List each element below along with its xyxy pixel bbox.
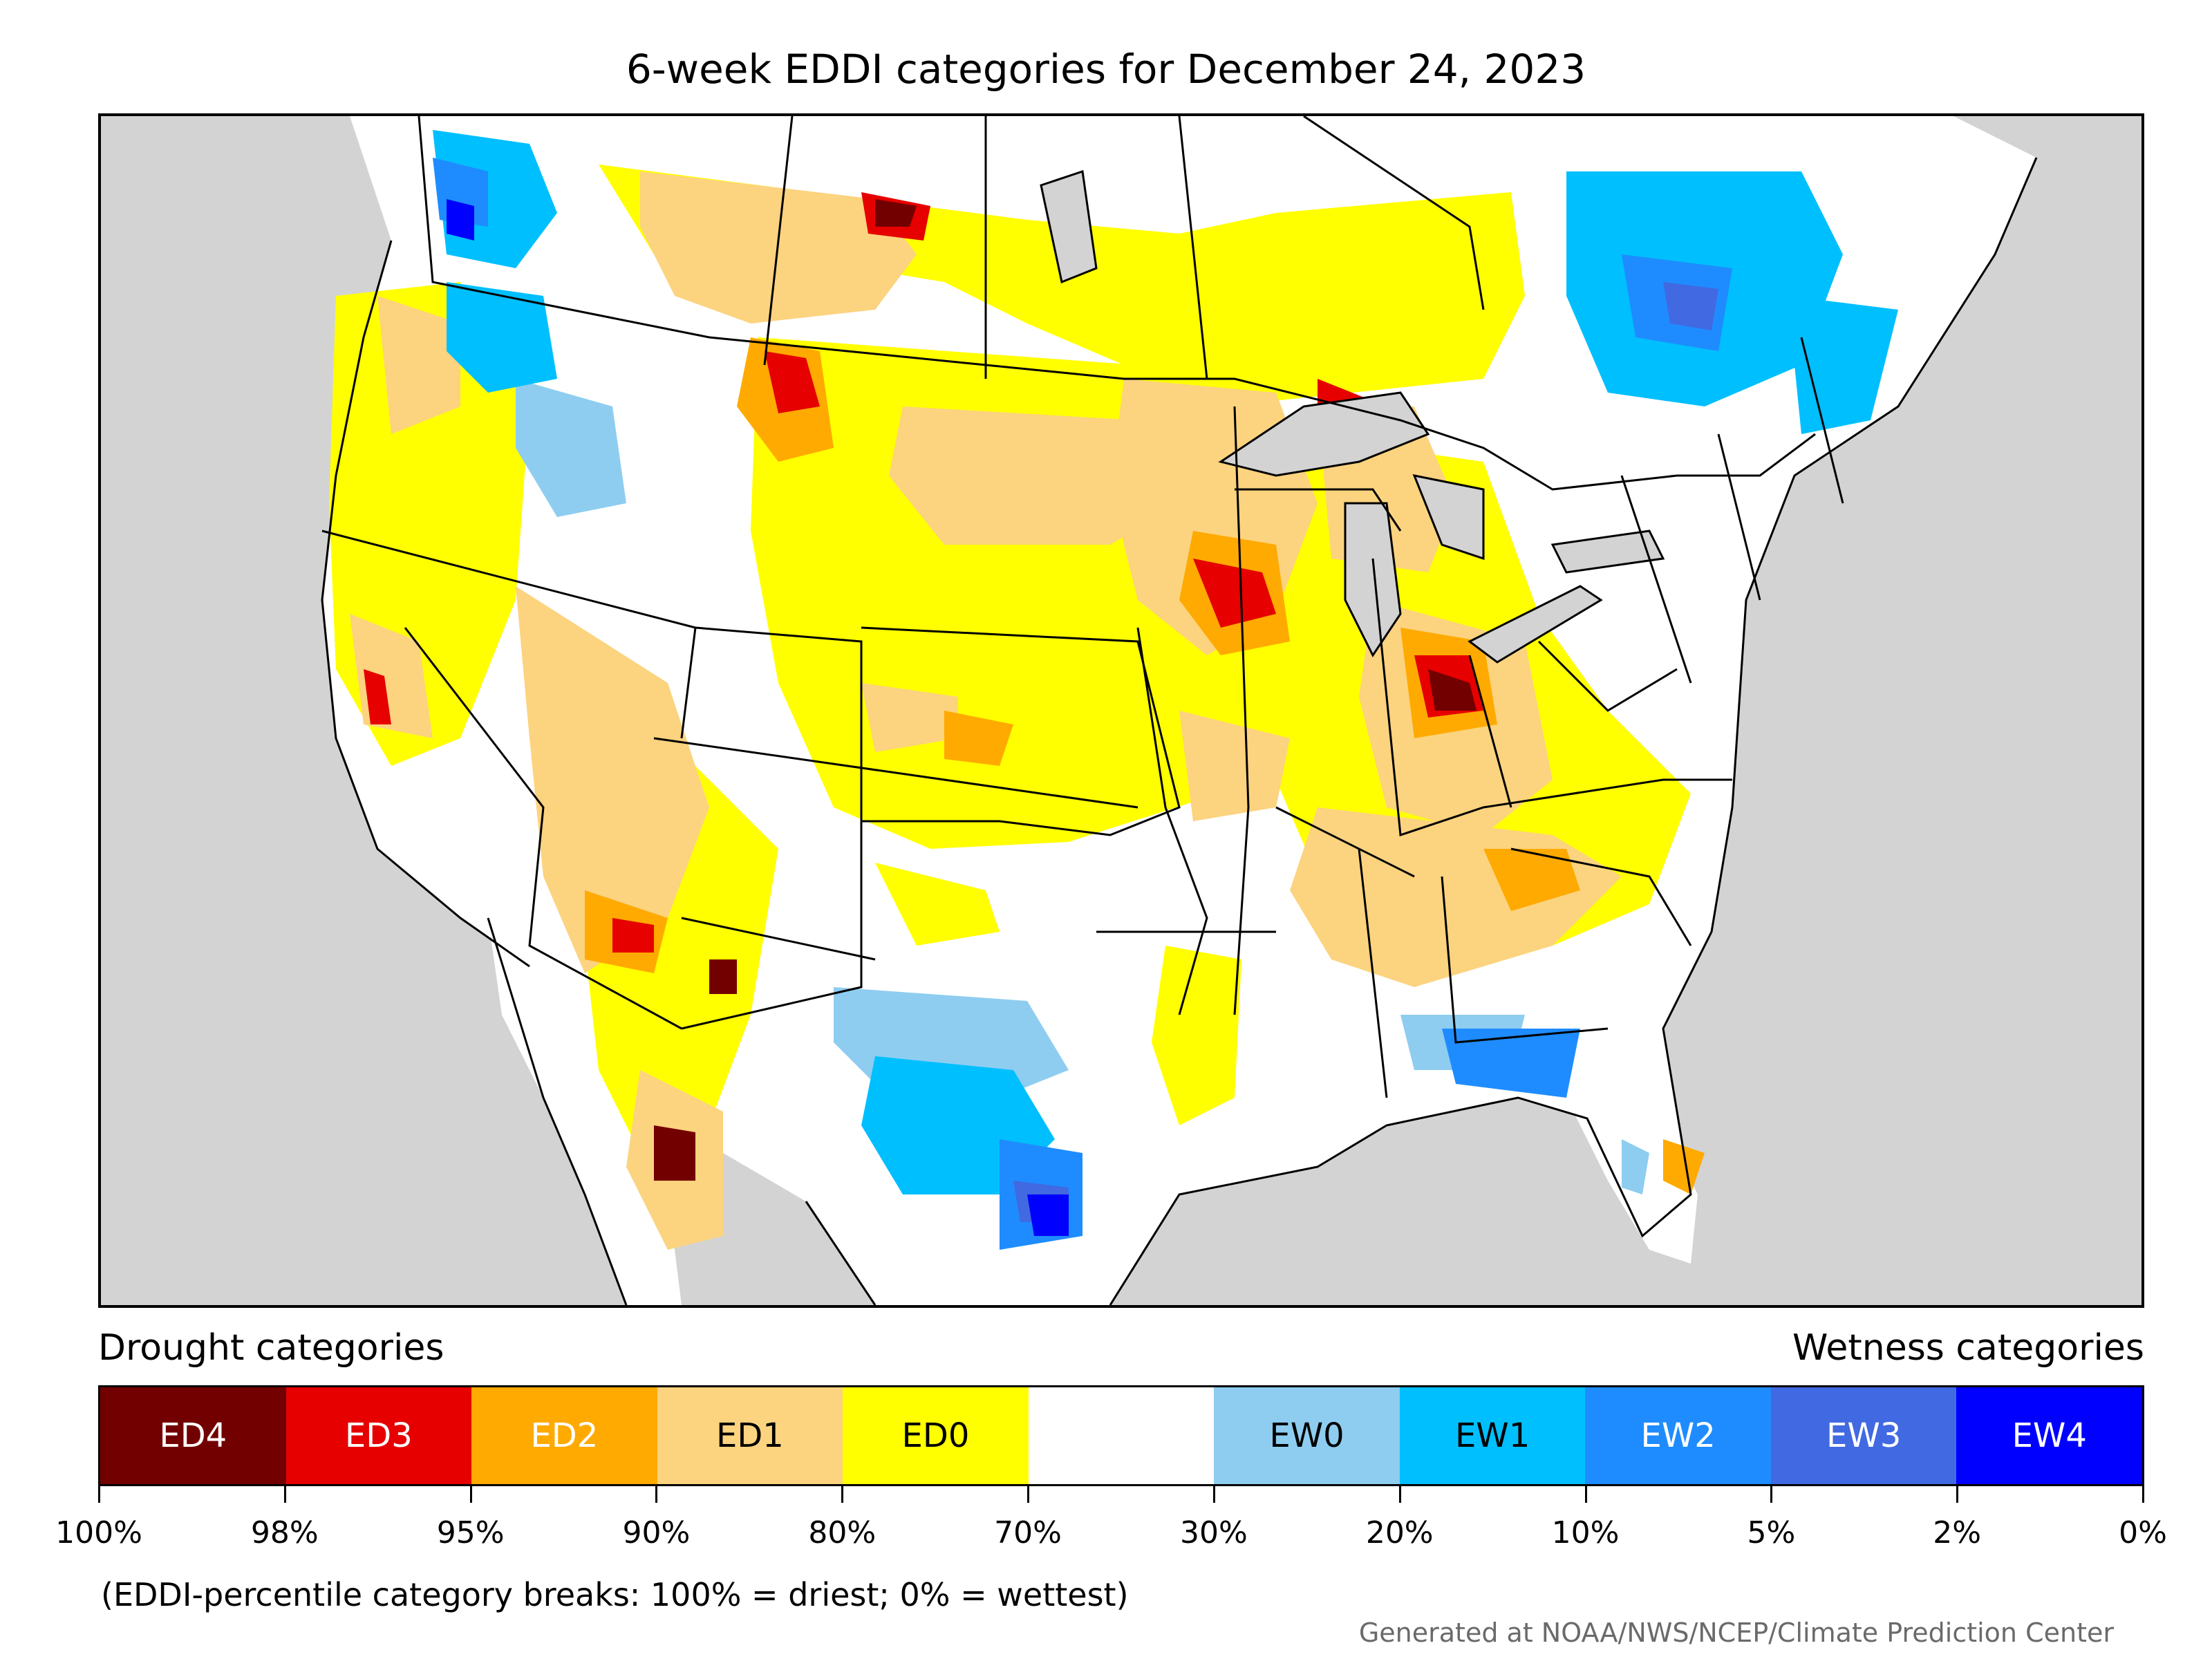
category-colorbar: ED4 ED3 ED2 ED1 ED0 EW0 EW1 EW2 EW3 EW4 [98, 1385, 2144, 1486]
colorbar-tick [1398, 1486, 1401, 1503]
credit-line: Generated at NOAA/NWS/NCEP/Climate Predi… [1358, 1618, 2114, 1648]
colorbar-tick-label: 98% [250, 1515, 319, 1550]
colorbar-tick [655, 1486, 658, 1503]
colorbar-cell-ew2: EW2 [1585, 1387, 1771, 1484]
colorbar-ticks [98, 1486, 2144, 1507]
colorbar-tick-label: 30% [1180, 1515, 1248, 1550]
colorbar-cell-ew3: EW3 [1770, 1387, 1957, 1484]
colorbar-tick-label: 0% [2119, 1515, 2167, 1550]
ed4-areas [654, 199, 1477, 1181]
colorbar-tick-label: 90% [622, 1515, 691, 1550]
coastlines [321, 157, 2038, 1305]
colorbar-tick [1212, 1486, 1215, 1503]
colorbar-cell-ew1: EW1 [1399, 1387, 1586, 1484]
colorbar-tick [2142, 1486, 2144, 1503]
colorbar-tick-label: 95% [436, 1515, 505, 1550]
colorbar-cell-ed1: ED1 [657, 1387, 843, 1484]
category-note: (EDDI-percentile category breaks: 100% =… [101, 1576, 1129, 1613]
colorbar-tick [1770, 1486, 1773, 1503]
map-title: 6-week EDDI categories for December 24, … [626, 46, 1586, 93]
colorbar-tick-label: 10% [1551, 1515, 1620, 1550]
ed3-areas [364, 192, 1483, 953]
eddi-map [98, 113, 2144, 1308]
colorbar-tick-label: 2% [1933, 1515, 1982, 1550]
colorbar-cell-neutral [1028, 1387, 1215, 1484]
colorbar-cell-ew4: EW4 [1956, 1387, 2143, 1484]
wetness-heading: Wetness categories [1792, 1327, 2144, 1369]
colorbar-tick-label: 80% [808, 1515, 877, 1550]
ew4-areas [447, 199, 1069, 1236]
colorbar-cell-ed2: ED2 [471, 1387, 657, 1484]
colorbar-tick [283, 1486, 286, 1503]
colorbar-cell-ed0: ED0 [843, 1387, 1029, 1484]
great-lakes [1040, 170, 1665, 664]
baja-land [488, 918, 682, 1305]
colorbar-tick [98, 1486, 100, 1503]
colorbar-tick [1027, 1486, 1030, 1503]
eddi-map-canvas [321, 116, 2038, 1305]
colorbar-cell-ew0: EW0 [1214, 1387, 1400, 1484]
colorbar-cell-ed4: ED4 [100, 1387, 286, 1484]
colorbar-tick-label: 100% [55, 1515, 142, 1550]
colorbar-tick [1956, 1486, 1959, 1503]
colorbar-tick-label: 70% [994, 1515, 1062, 1550]
colorbar-tick-label: 20% [1365, 1515, 1434, 1550]
colorbar-cell-ed3: ED3 [285, 1387, 472, 1484]
boundaries [321, 116, 1844, 1098]
colorbar-tick-label: 5% [1747, 1515, 1796, 1550]
colorbar-tick [469, 1486, 472, 1503]
colorbar-tick [1584, 1486, 1587, 1503]
colorbar-tick [841, 1486, 844, 1503]
drought-heading: Drought categories [98, 1327, 444, 1369]
